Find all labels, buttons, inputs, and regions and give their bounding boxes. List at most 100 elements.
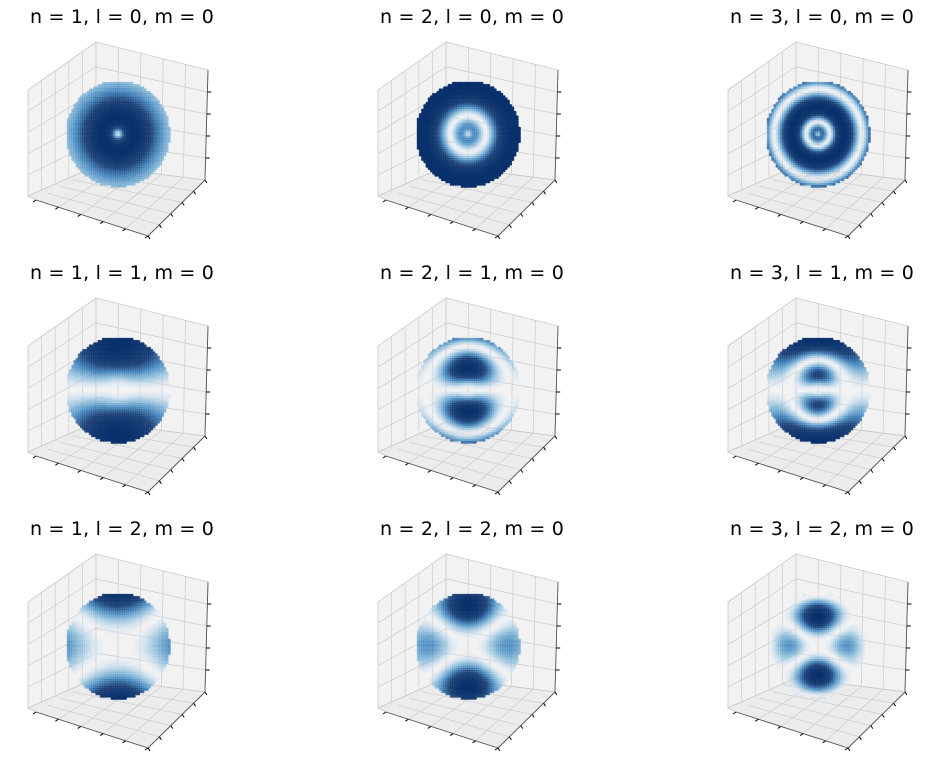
density-point bbox=[454, 106, 458, 110]
density-point bbox=[808, 95, 812, 99]
density-point bbox=[456, 162, 460, 166]
density-point bbox=[150, 146, 154, 150]
density-point bbox=[788, 108, 792, 112]
density-point bbox=[810, 108, 814, 112]
density-point bbox=[429, 140, 433, 143]
density-point bbox=[828, 124, 832, 128]
density-point bbox=[434, 92, 438, 96]
density-point bbox=[421, 142, 425, 146]
density-point bbox=[797, 117, 801, 121]
density-point bbox=[119, 162, 123, 166]
density-point bbox=[460, 164, 464, 168]
density-point bbox=[837, 97, 841, 101]
density-point bbox=[498, 97, 502, 101]
density-point bbox=[476, 162, 480, 166]
density-point bbox=[487, 178, 491, 182]
density-point bbox=[804, 128, 808, 132]
density-point bbox=[163, 142, 167, 146]
density-point bbox=[68, 117, 72, 121]
density-point bbox=[458, 144, 462, 148]
density-point bbox=[82, 106, 86, 110]
density-point bbox=[425, 135, 429, 139]
y-tick bbox=[870, 213, 874, 217]
density-point bbox=[77, 137, 81, 141]
density-point bbox=[123, 110, 127, 114]
density-point bbox=[473, 104, 477, 108]
density-point bbox=[454, 99, 458, 103]
density-point bbox=[790, 104, 794, 108]
density-point bbox=[104, 164, 108, 168]
density-point bbox=[489, 106, 493, 110]
density-point bbox=[134, 135, 138, 139]
density-point bbox=[451, 115, 455, 119]
density-point bbox=[79, 128, 83, 132]
density-point bbox=[480, 180, 484, 184]
density-point bbox=[117, 113, 121, 117]
density-point bbox=[143, 169, 147, 173]
density-point bbox=[145, 113, 149, 117]
density-point bbox=[119, 86, 123, 90]
density-point bbox=[117, 124, 121, 128]
density-point bbox=[425, 110, 429, 114]
density-point bbox=[77, 135, 81, 139]
y-tick bbox=[147, 235, 151, 240]
density-point bbox=[134, 92, 138, 96]
density-point bbox=[841, 88, 845, 92]
density-point bbox=[432, 171, 436, 175]
density-point bbox=[817, 90, 821, 94]
density-point bbox=[810, 113, 814, 117]
density-point bbox=[159, 122, 163, 126]
density-point bbox=[462, 133, 466, 137]
density-point bbox=[95, 178, 99, 182]
density-point bbox=[473, 133, 477, 137]
density-point bbox=[793, 151, 797, 155]
density-point bbox=[456, 119, 460, 123]
density-point bbox=[418, 146, 422, 150]
x-axis-line bbox=[385, 199, 499, 237]
density-point bbox=[821, 133, 825, 137]
density-point bbox=[487, 171, 491, 175]
density-point bbox=[502, 99, 506, 103]
density-point bbox=[97, 97, 101, 101]
density-point bbox=[112, 153, 116, 157]
density-point bbox=[484, 83, 488, 87]
density-point bbox=[97, 104, 101, 108]
density-point bbox=[845, 137, 849, 141]
density-point bbox=[143, 155, 147, 159]
density-point bbox=[771, 146, 775, 150]
density-point bbox=[117, 164, 121, 168]
density-point bbox=[511, 144, 515, 148]
density-point bbox=[148, 119, 152, 123]
density-point bbox=[139, 144, 143, 148]
density-point bbox=[152, 146, 156, 150]
density-point bbox=[462, 149, 466, 152]
density-point bbox=[812, 88, 816, 92]
density-point bbox=[775, 122, 779, 126]
density-point bbox=[71, 137, 75, 141]
density-point bbox=[806, 122, 810, 126]
density-point bbox=[90, 106, 94, 110]
density-point bbox=[71, 131, 75, 135]
density-point bbox=[843, 101, 847, 105]
density-point bbox=[830, 110, 834, 114]
density-point bbox=[859, 140, 863, 143]
density-point bbox=[506, 135, 510, 139]
density-point bbox=[440, 113, 444, 117]
density-point bbox=[163, 131, 167, 135]
panel-n3-l0: n = 3, l = 0, m = 0 bbox=[700, 0, 920, 250]
density-point bbox=[77, 160, 81, 164]
density-point bbox=[101, 81, 105, 85]
density-point bbox=[148, 101, 152, 105]
density-point bbox=[121, 169, 125, 173]
density-point bbox=[768, 137, 772, 141]
density-point bbox=[797, 126, 801, 130]
density-point bbox=[491, 146, 495, 150]
density-point bbox=[104, 176, 108, 179]
density-point bbox=[469, 184, 473, 188]
density-point bbox=[810, 155, 814, 159]
density-point bbox=[821, 149, 825, 152]
density-point bbox=[84, 104, 88, 108]
density-point bbox=[117, 115, 121, 119]
density-point bbox=[845, 151, 849, 155]
density-point bbox=[163, 140, 167, 143]
